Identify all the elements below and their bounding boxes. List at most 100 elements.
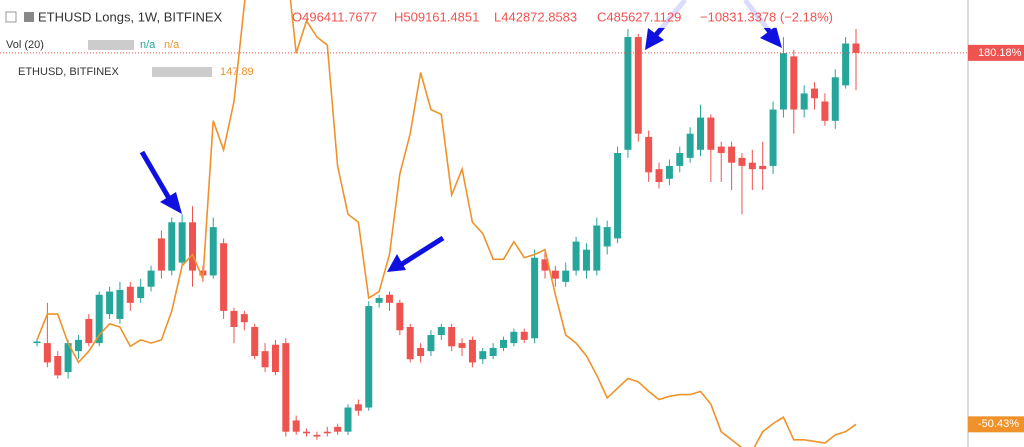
candle-body [665,165,673,179]
candle-body [676,153,684,166]
candle-body [779,53,787,110]
compare-name: ETHUSD, BITFINEX [18,66,120,78]
candle-body [354,404,362,411]
price-label: -50.43% [978,418,1019,430]
candle-body [821,101,829,121]
candle-body [54,355,62,376]
candle-body [572,241,580,271]
candle-body [790,56,798,110]
arrow-head [760,26,782,48]
compare-line [36,0,857,447]
candle-body [251,326,259,356]
compare-value: 147.89 [220,66,254,78]
candle-body [593,225,601,271]
candle-body [696,117,704,150]
volume-name: Vol (20) [6,39,44,51]
candle-body [168,222,176,271]
candle-body [282,343,290,432]
candle-body [365,306,373,408]
arrow-head [387,254,406,272]
candle-body [759,165,767,170]
candle-body [479,351,487,360]
candle-body [292,420,300,432]
candle-body [769,109,777,166]
candle-body [106,291,114,315]
volume-value: n/a [164,39,180,51]
candle-body [458,343,466,348]
candle-body [313,434,321,437]
candle-body [375,298,383,303]
candle-body [582,249,590,271]
candle-body [344,407,352,432]
candle-body [520,331,528,340]
legend-bg [410,0,850,28]
candle-body [406,326,414,360]
arrow-head [645,28,664,50]
volume-value: n/a [140,39,156,51]
candle-body [437,326,445,336]
candle-body [64,343,72,373]
candle-body [240,314,248,323]
candle-body [396,302,404,331]
candle-body [852,43,860,53]
candle-body [562,270,570,282]
candle-body [303,431,311,434]
candle-body [603,227,611,247]
ohlc-high: H509161.4851 [394,9,479,24]
candle-body [645,136,653,173]
candle-body [551,270,559,279]
candle-body [427,335,435,352]
candle-body [334,426,342,432]
candle-body [728,146,736,163]
candle-body [178,222,186,263]
candle-body [137,286,145,298]
candle-body [43,343,51,363]
candle-body [510,331,518,344]
candle-body [74,339,82,352]
price-label-bg [968,44,1024,61]
arrow [400,235,445,267]
candle-body [489,347,497,356]
candle-body [686,133,694,158]
candle-body [717,146,725,154]
candle-body [126,286,134,303]
candle-body [624,37,632,150]
candle-body [116,289,124,319]
candle-body [468,339,476,363]
candle-body [323,431,331,434]
symbol-icon [24,12,34,22]
candle-body [271,344,279,373]
candle-body [800,93,808,110]
candle-body [261,351,269,368]
collapse-icon[interactable] [5,11,17,23]
candle-body [614,153,622,239]
ohlc-low: L442872.8583 [494,9,577,24]
price-label-bg [968,416,1024,433]
candle-body [33,341,41,344]
indicator-buttons[interactable] [88,40,134,50]
candle-body [500,339,508,348]
candle-body [531,257,539,339]
candle-body [738,157,746,166]
candle-body [811,88,819,99]
ohlc-close: C485627.1129 [597,9,681,24]
candle-body [655,169,663,183]
candle-body [842,43,850,86]
legend: ETHUSD Longs, 1W, BITFINEX O496411.7677 … [5,0,850,78]
price-label: 180.18% [978,47,1022,59]
chart-title: ETHUSD Longs, 1W, BITFINEX [38,9,223,24]
candle-body [189,222,197,271]
arrow [139,150,173,202]
candle-body [748,162,756,170]
arrow-head [160,192,182,214]
candle-body [634,37,642,134]
candle-body [85,318,93,344]
candle-body [448,326,456,347]
candle-body [220,243,228,311]
candle-body [147,270,155,287]
indicator-buttons[interactable] [152,67,212,77]
candle-body [230,310,238,327]
candle-body [95,294,103,344]
ohlc-change: −10831.3378 (−2.18%) [700,9,833,24]
